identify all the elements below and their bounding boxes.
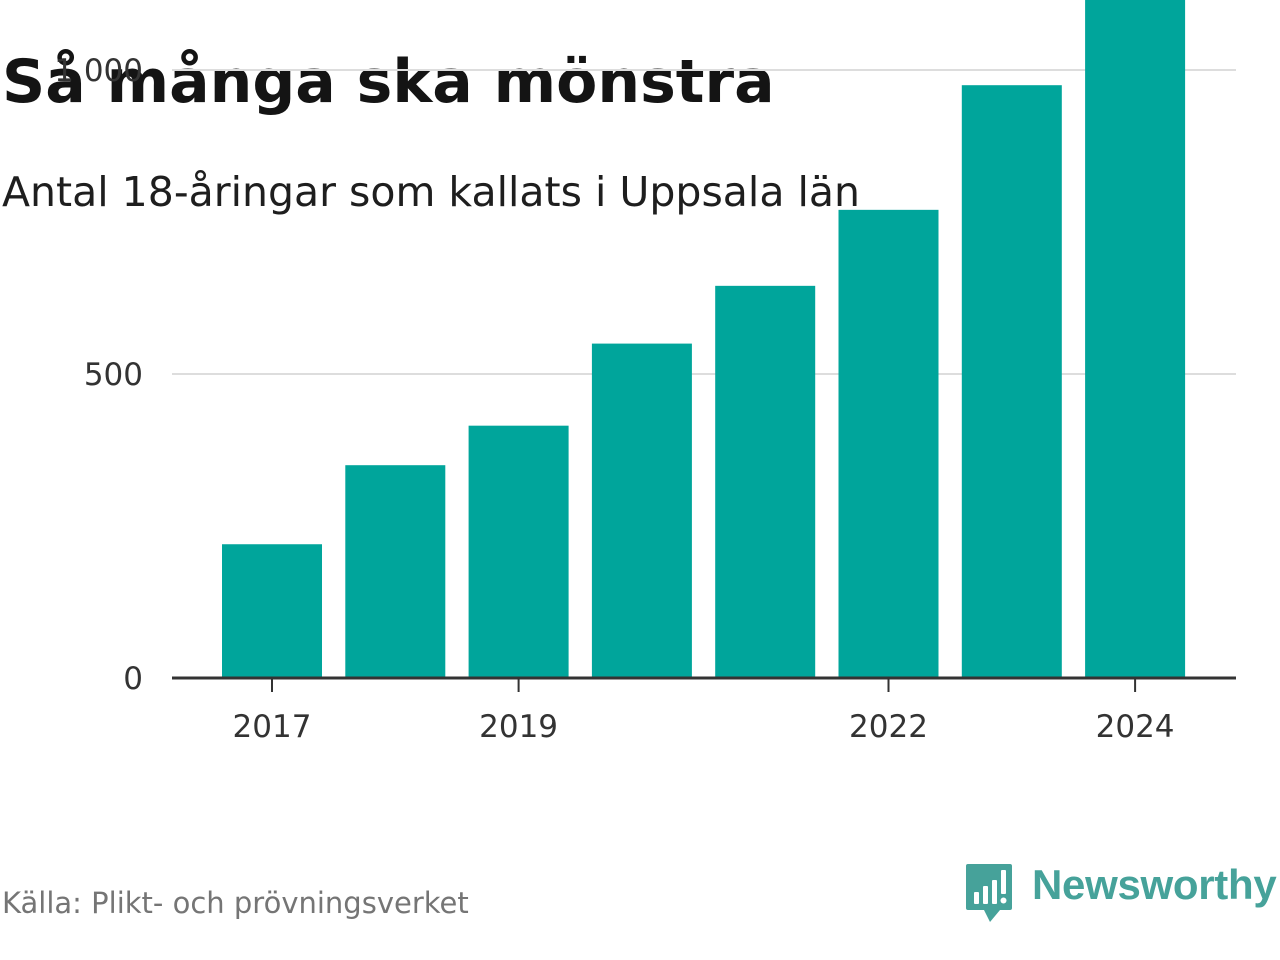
x-tick-label: 2017 [233, 709, 312, 745]
x-tick-label: 2022 [849, 709, 928, 745]
y-tick-label: 1 000 [54, 53, 143, 89]
bar-2021 [715, 285, 816, 678]
bar-2024 [1085, 0, 1186, 678]
newsworthy-logo-icon [966, 864, 1012, 922]
y-tick-label: 0 [123, 661, 143, 697]
bars [222, 0, 1186, 678]
brand-logo: Newsworthy [964, 860, 1277, 926]
x-tick-label: 2019 [479, 709, 558, 745]
bar-chart: 0 500 1 000 2017 2019 2022 2024 [54, 0, 1236, 745]
chart-subtitle: Antal 18-åringar som kallats i Uppsala l… [2, 168, 860, 216]
brand-name: Newsworthy [1032, 861, 1277, 908]
bar-2017 [222, 544, 322, 678]
source-note: Källa: Plikt- och prövningsverket [2, 886, 469, 920]
tick-labels: 0 500 1 000 2017 2019 2022 2024 [54, 53, 1174, 745]
y-tick-label: 500 [84, 357, 143, 393]
chart-title: Så många ska mönstra [2, 47, 775, 117]
gridlines [172, 69, 1236, 375]
bar-2022 [838, 209, 939, 678]
x-tick-label: 2024 [1096, 709, 1175, 745]
bar-2018 [345, 465, 446, 678]
bar-2019 [468, 425, 569, 678]
bar-2023 [961, 85, 1062, 678]
bar-2020 [591, 343, 692, 678]
axes [172, 676, 1236, 692]
